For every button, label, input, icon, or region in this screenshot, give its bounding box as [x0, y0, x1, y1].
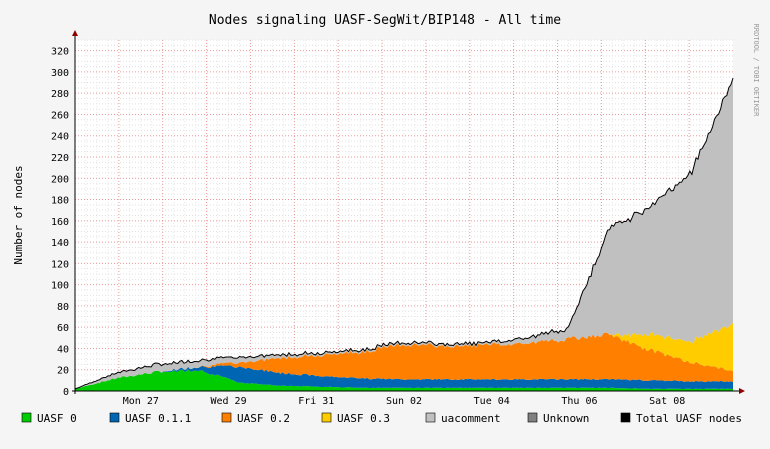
legend-label: UASF 0: [37, 412, 77, 425]
legend-label: UASF 0.3: [337, 412, 390, 425]
y-tick-label: 240: [51, 132, 69, 143]
series-line-total-uasf-nodes: [74, 77, 734, 390]
legend-label: UASF 0.1.1: [125, 412, 191, 425]
y-tick-label: 280: [51, 89, 69, 100]
y-axis-label: Number of nodes: [12, 165, 25, 264]
y-tick-label: 320: [51, 47, 69, 58]
y-tick-label: 0: [63, 387, 69, 398]
legend-label: Unknown: [543, 412, 589, 425]
y-tick-label: 300: [51, 68, 69, 79]
legend-swatch: [425, 412, 436, 423]
legend-swatch: [321, 412, 332, 423]
y-axis-arrow: [72, 30, 78, 36]
y-tick-label: 140: [51, 238, 69, 249]
x-tick-label: Tue 04: [474, 396, 510, 407]
chart-title: Nodes signaling UASF-SegWit/BIP148 - All…: [209, 13, 561, 28]
legend-label: uacomment: [441, 412, 501, 425]
series-area-uasf-0: [75, 369, 733, 391]
legend-label: UASF 0.2: [237, 412, 290, 425]
y-tick-label: 160: [51, 217, 69, 228]
legend-swatch: [221, 412, 232, 423]
x-tick-label: Sun 02: [386, 396, 422, 407]
y-tick-label: 40: [57, 344, 69, 355]
y-tick-label: 80: [57, 302, 69, 313]
legend-swatch: [527, 412, 538, 423]
x-tick-label: Sat 08: [649, 396, 685, 407]
y-tick-label: 100: [51, 281, 69, 292]
x-axis-arrow: [739, 388, 745, 394]
y-tick-label: 20: [57, 366, 69, 377]
y-tick-label: 220: [51, 153, 69, 164]
legend-swatch: [21, 412, 32, 423]
x-tick-label: Thu 06: [561, 396, 597, 407]
y-tick-label: 200: [51, 174, 69, 185]
y-tick-label: 120: [51, 259, 69, 270]
legend-label: Total UASF nodes: [636, 412, 742, 425]
x-tick-label: Mon 27: [123, 396, 159, 407]
series-area-uasf-0-1-1: [75, 365, 733, 389]
y-tick-label: 60: [57, 323, 69, 334]
legend-swatch: [109, 412, 120, 423]
y-tick-label: 180: [51, 196, 69, 207]
x-tick-label: Wed 29: [210, 396, 246, 407]
y-tick-label: 260: [51, 110, 69, 121]
legend-swatch: [620, 412, 631, 423]
x-tick-label: Fri 31: [298, 396, 334, 407]
series-area-uasf-0-2: [75, 332, 733, 389]
watermark-text: RRDTOOL / TOBI OETIKER: [752, 24, 760, 118]
